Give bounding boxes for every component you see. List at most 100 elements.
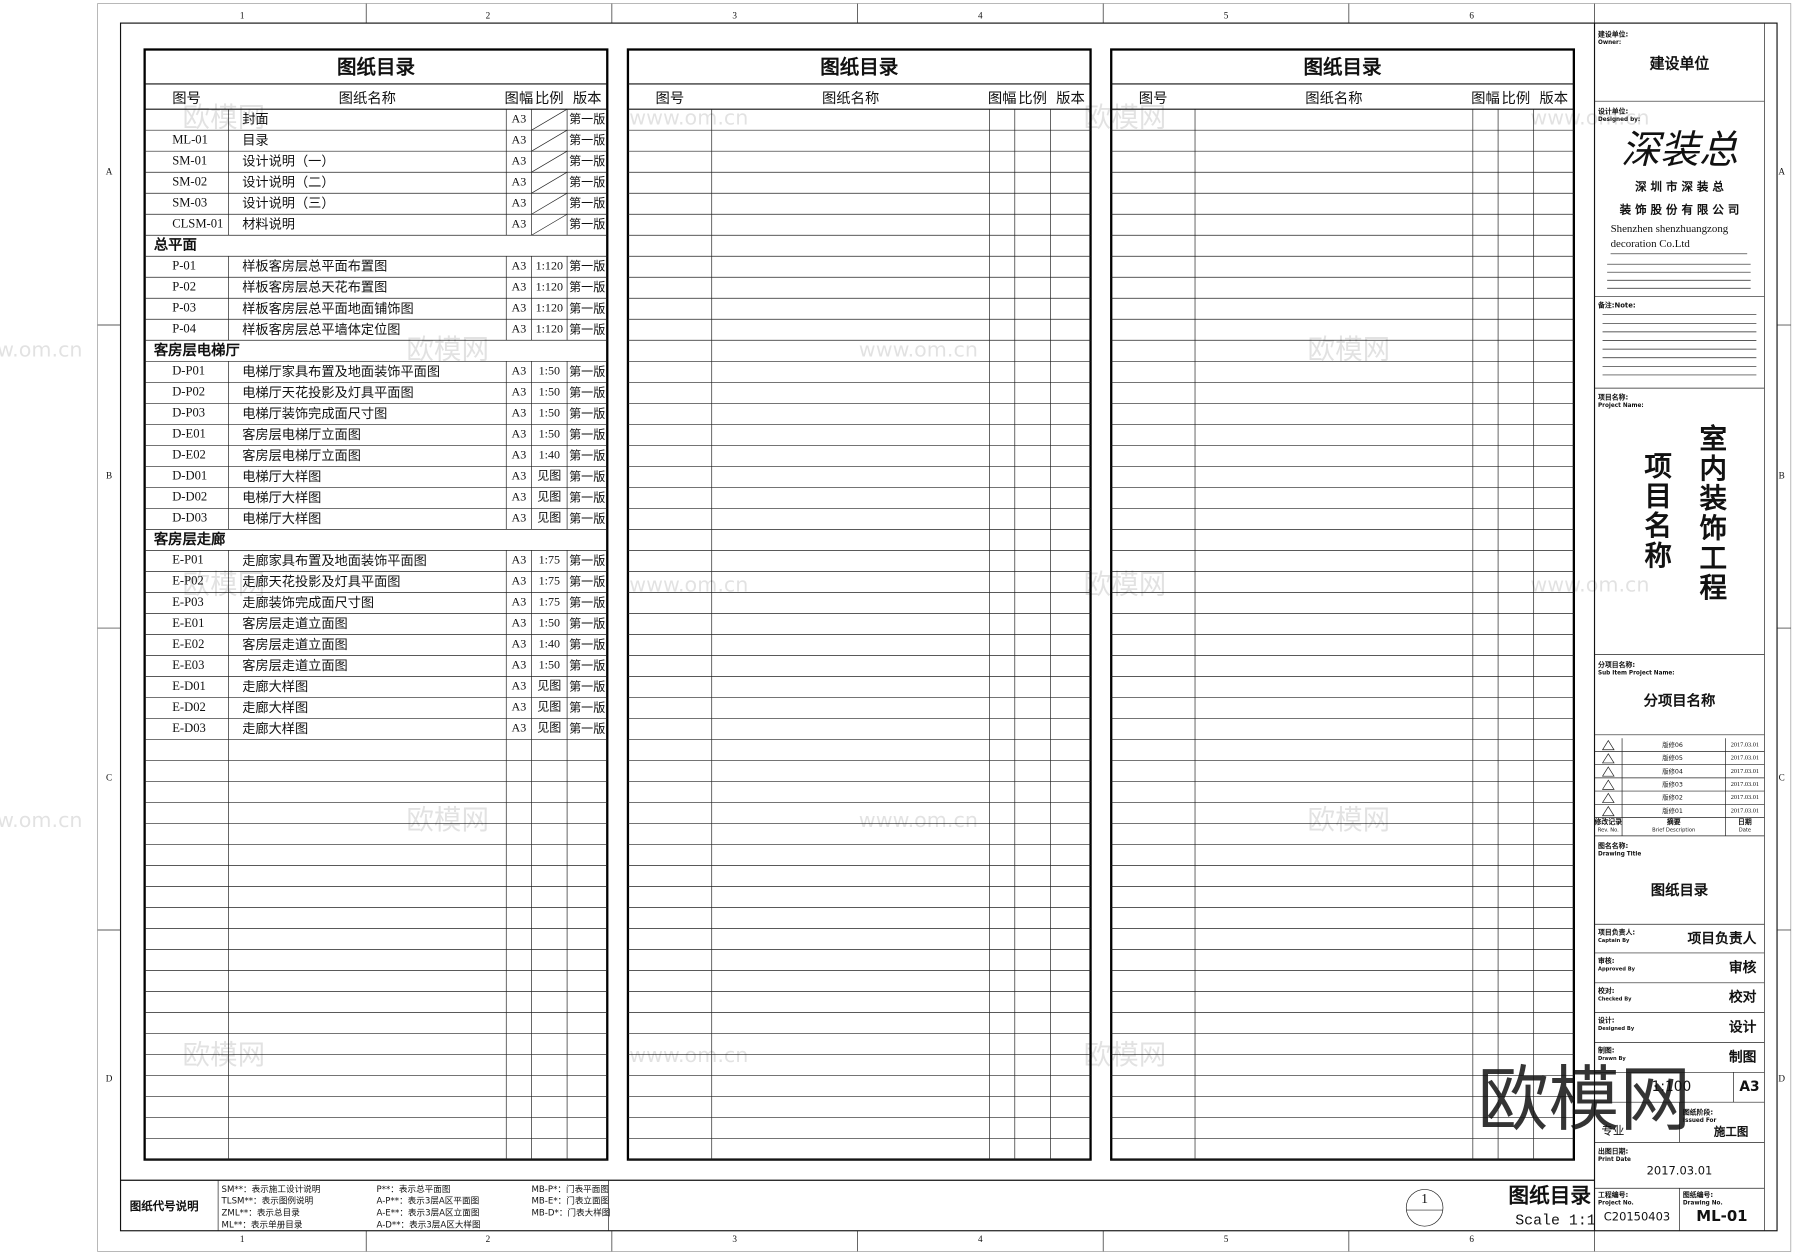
revision-triangle [1601,753,1615,764]
revision-date: 2017.03.01 [1731,794,1759,801]
company-name: 装 饰 股 份 有 限 公 司 [1619,203,1740,217]
revision-date: 2017.03.01 [1731,807,1759,814]
field-label: Project Name: [1598,403,1644,409]
watermark: www.om.cn [1530,105,1649,129]
field-label: 项目名称: [1598,392,1628,401]
drawing-number: E-D02 [172,700,206,714]
version: 第一版 [569,196,605,210]
field-label: 设计: [1598,1016,1614,1025]
drawing-scale: 1:100 [1652,1079,1692,1095]
sheet-size: A3 [512,679,527,693]
drawing-name: 电梯厅大样图 [242,469,321,485]
revision-header: Rev. No. [1598,828,1619,834]
scale: 见图 [537,490,561,504]
drawing-name: 目录 [242,133,268,149]
field-label: Sub Item Project Name: [1598,670,1675,676]
drawing-name: 电梯厅家具布置及地面装饰平面图 [242,363,440,380]
sheet-size: A3 [512,301,527,315]
slash [531,108,568,131]
column-header: 图纸名称 [1305,90,1362,107]
scale: 1:120 [536,280,563,294]
sheet-size: A3 [512,721,527,735]
legend-item: MB-D*：门表大样图 [532,1207,611,1219]
watermark: www.om.cn [0,337,83,361]
grid-row-label: C [106,773,112,783]
field-value: C20150403 [1604,1209,1670,1223]
version: 第一版 [569,469,605,483]
grid-row-label: B [106,471,112,481]
sheet-size: A3 [512,700,527,714]
drawing-name: 客房层电梯厅立面图 [242,447,361,464]
drawing-name: 走廊大样图 [242,720,308,737]
field-value: 审核 [1729,959,1757,976]
column-header: 图号 [655,91,684,107]
grid-column-label: 2 [486,1234,491,1244]
drawing-name: 客房层走道立面图 [242,636,348,653]
drawing-number: SM-01 [172,154,207,168]
version: 第一版 [569,154,605,168]
drawing-name: 设计说明（三） [242,196,334,212]
sheet-scale: Scale 1:1 [1515,1213,1596,1229]
revision-header: Date [1739,828,1751,834]
column-header: 比例 [1502,90,1531,107]
grid-column-label: 6 [1469,1234,1474,1244]
column-header: 比例 [1018,90,1047,107]
sheet-size: A3 [512,132,527,146]
drawing-number: D-D01 [172,469,207,483]
drawing-number: E-P01 [172,553,204,567]
drawing-number: P-02 [172,280,196,294]
sheet-size: A3 [512,385,527,399]
grid-column-label: 4 [978,10,983,20]
grid-column-label: 6 [1469,10,1474,20]
legend-item: A-P**：表示3层A区平面图 [377,1195,480,1207]
column-header: 版本 [1056,90,1085,107]
field-label: Designed by: [1598,117,1640,123]
revision-date: 2017.03.01 [1731,755,1759,762]
version: 第一版 [569,679,605,693]
field-value: 制图 [1729,1048,1757,1065]
watermark: 欧模网 [183,569,266,601]
company-name-en: decoration Co.Ltd [1611,238,1691,250]
drawing-number: E-E03 [172,658,204,672]
field-label: Checked By [1598,996,1632,1002]
version: 第一版 [569,385,605,399]
field-value: 图纸目录 [1651,881,1709,899]
logo: 深装总 [1621,128,1738,173]
revision-date: 2017.03.01 [1731,768,1759,775]
grid-column-label: 3 [732,1234,737,1244]
revision-header: Brief Description [1652,828,1695,834]
drawing-name: 样板客房层总平墙体定位图 [242,321,400,338]
field-label: Print Date [1598,1157,1631,1163]
revision-description: 版修02 [1662,793,1683,802]
drawing-number: P-03 [172,301,196,315]
scale: 1:40 [539,637,560,651]
field-label: 图纸阶段: [1683,1108,1713,1117]
drawing-number: D-D02 [172,490,207,504]
column-header: 版本 [1539,90,1568,107]
field-label: 项目负责人: [1598,927,1635,936]
sheet-size: A3 [512,280,527,294]
drawing-number: CLSM-01 [172,217,223,231]
watermark: 欧模网 [1308,804,1391,836]
project-name: 室内装饰工程 [1694,423,1727,603]
sheet-size: A3 [512,574,527,588]
grid-row-label: C [1779,773,1785,783]
legend-item: SM**：表示施工设计说明 [222,1183,321,1195]
field-label: 备注:Note: [1597,300,1636,309]
revision-header: 修改记录 [1594,817,1623,826]
legend-item: ML**：表示单册目录 [222,1218,303,1230]
watermark: 欧模网 [183,1039,266,1071]
sheet-size: A3 [512,595,527,609]
drawing-size: A3 [1739,1079,1759,1095]
sheet-size: A3 [512,406,527,420]
scale: 1:50 [539,427,560,441]
grid-column-label: 5 [1224,10,1229,20]
sheet-size: A3 [512,217,527,231]
sheet-size: A3 [512,553,527,567]
scale: 1:75 [539,553,560,567]
drawing-name: 客房层走道立面图 [242,657,348,674]
revision-triangle [1601,792,1615,803]
